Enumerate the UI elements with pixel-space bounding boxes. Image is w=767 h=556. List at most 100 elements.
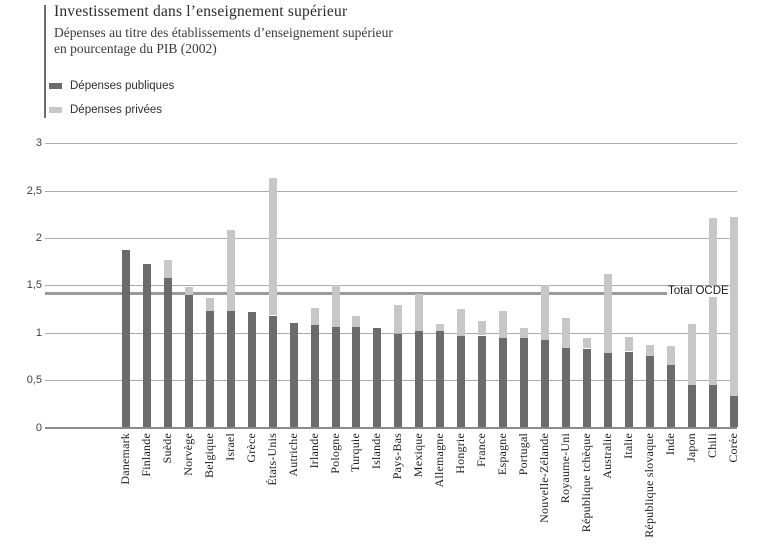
gridline-2,5 (45, 191, 737, 192)
x-label-norvege: Norvège (181, 433, 195, 476)
bar-italie-public (625, 352, 633, 428)
x-label-suede: Suède (160, 433, 174, 464)
bar-france-public (478, 336, 486, 428)
bar-hongrie-private (457, 309, 465, 336)
bar-australie-public (604, 353, 612, 428)
title-rule (44, 5, 46, 118)
legend-label-private: Dépenses privées (70, 104, 163, 116)
x-label-portugal: Portugal (516, 433, 530, 476)
bar-japon-private (688, 324, 696, 385)
bar-islande-public (373, 328, 381, 428)
legend-item-private: Dépenses privées (49, 104, 162, 116)
bar-espagne-private (499, 311, 507, 338)
total-ocde-label: Total OCDE (668, 285, 729, 297)
x-label-republique-tcheque: République tchèque (579, 433, 593, 533)
bar-espagne-public (499, 337, 507, 427)
x-label-mexique: Mexique (411, 433, 425, 478)
bar-mexique-private (415, 294, 423, 331)
chart-subtitle-line1: Dépenses au titre des établissements d’e… (54, 25, 393, 40)
bar-pays-bas-public (394, 334, 402, 428)
bar-israel-private (227, 230, 235, 311)
y-tick-label: 2,5 (26, 185, 42, 197)
bar-republique-slovaque-private (646, 345, 654, 356)
x-label-inde: Inde (663, 433, 677, 456)
bar-inde-public (667, 365, 675, 428)
bar-republique-tcheque-public (583, 349, 591, 428)
x-label-belgique: Belgique (202, 433, 216, 478)
bar-finlande-public (143, 264, 151, 427)
bar-grece-public (248, 312, 256, 428)
bar-irlande-public (311, 325, 319, 427)
bar-etats-unis-public (269, 316, 277, 428)
y-tick-label: 2 (35, 232, 42, 244)
bar-nouvelle-zelande-private (541, 285, 549, 340)
bar-turquie-private (352, 316, 360, 327)
bar-france-private (478, 321, 486, 335)
bar-pologne-public (332, 327, 340, 427)
y-tick-label: 3 (35, 137, 42, 149)
x-label-coree: Corée (726, 433, 740, 463)
bar-belgique-private (206, 298, 214, 311)
private-series-swatch-icon (49, 107, 62, 113)
x-label-islande: Islande (369, 433, 383, 470)
x-label-israel: Israel (223, 433, 237, 461)
x-label-allemagne: Allemagne (432, 433, 446, 488)
bar-coree-public (730, 396, 738, 427)
legend-label-public: Dépenses publiques (70, 80, 175, 92)
x-label-irlande: Irlande (307, 433, 321, 469)
bar-mexique-public (415, 331, 423, 428)
bar-portugal-public (520, 338, 528, 427)
bar-coree-private (730, 217, 738, 396)
chart-subtitle-line2: en pourcentage du PIB (2002) (54, 41, 217, 56)
gridline-2 (45, 238, 737, 239)
bar-italie-private (625, 337, 633, 351)
bar-royaume-uni-public (562, 348, 570, 428)
bar-inde-private (667, 346, 675, 365)
bar-australie-private (604, 274, 612, 353)
bar-chili-public (709, 385, 717, 428)
x-label-espagne: Espagne (495, 433, 509, 476)
y-tick-label: 1 (35, 327, 42, 339)
x-label-pologne: Pologne (328, 433, 342, 474)
total-ocde-line (45, 292, 667, 295)
x-label-grece: Grèce (244, 433, 258, 463)
y-tick-label: 0,5 (26, 374, 42, 386)
x-label-turquie: Turquie (348, 433, 362, 472)
bar-pologne-private (332, 285, 340, 327)
bar-suede-public (164, 278, 172, 428)
x-label-japon: Japon (684, 433, 698, 462)
bar-turquie-public (352, 327, 360, 427)
x-label-italie: Italie (621, 433, 635, 459)
bar-republique-slovaque-public (646, 356, 654, 427)
x-label-etats-unis: États-Unis (265, 433, 279, 486)
x-label-republique-slovaque: République slovaque (642, 433, 656, 538)
x-label-pays-bas: Pays-Bas (390, 433, 404, 480)
x-label-finlande: Finlande (139, 433, 153, 477)
bar-portugal-private (520, 328, 528, 338)
x-label-france: France (474, 433, 488, 467)
x-label-hongrie: Hongrie (453, 433, 467, 474)
gridline-0,5 (45, 380, 737, 381)
bar-republique-tcheque-private (583, 338, 591, 348)
gridline-3 (45, 143, 737, 144)
x-label-nouvelle-zelande: Nouvelle-Zélande (537, 433, 551, 523)
bar-norvege-private (185, 287, 193, 295)
bar-hongrie-public (457, 336, 465, 427)
bar-norvege-public (185, 295, 193, 428)
bar-pays-bas-private (394, 305, 402, 333)
x-label-chili: Chili (705, 433, 719, 459)
gridline-1,5 (45, 285, 737, 286)
bar-allemagne-public (436, 331, 444, 428)
x-axis-line (45, 427, 737, 429)
x-label-australie: Australie (600, 433, 614, 479)
bar-royaume-uni-private (562, 318, 570, 348)
bar-chili-private (709, 218, 717, 385)
bar-israel-public (227, 311, 235, 428)
public-series-swatch-icon (49, 83, 62, 89)
bar-danemark-public (122, 250, 130, 427)
x-label-danemark: Danemark (118, 433, 132, 485)
bar-allemagne-private (436, 324, 444, 331)
chart-title: Investissement dans l’enseignement supér… (54, 3, 348, 20)
x-label-royaume-uni: Royaume-Uni (558, 433, 572, 504)
